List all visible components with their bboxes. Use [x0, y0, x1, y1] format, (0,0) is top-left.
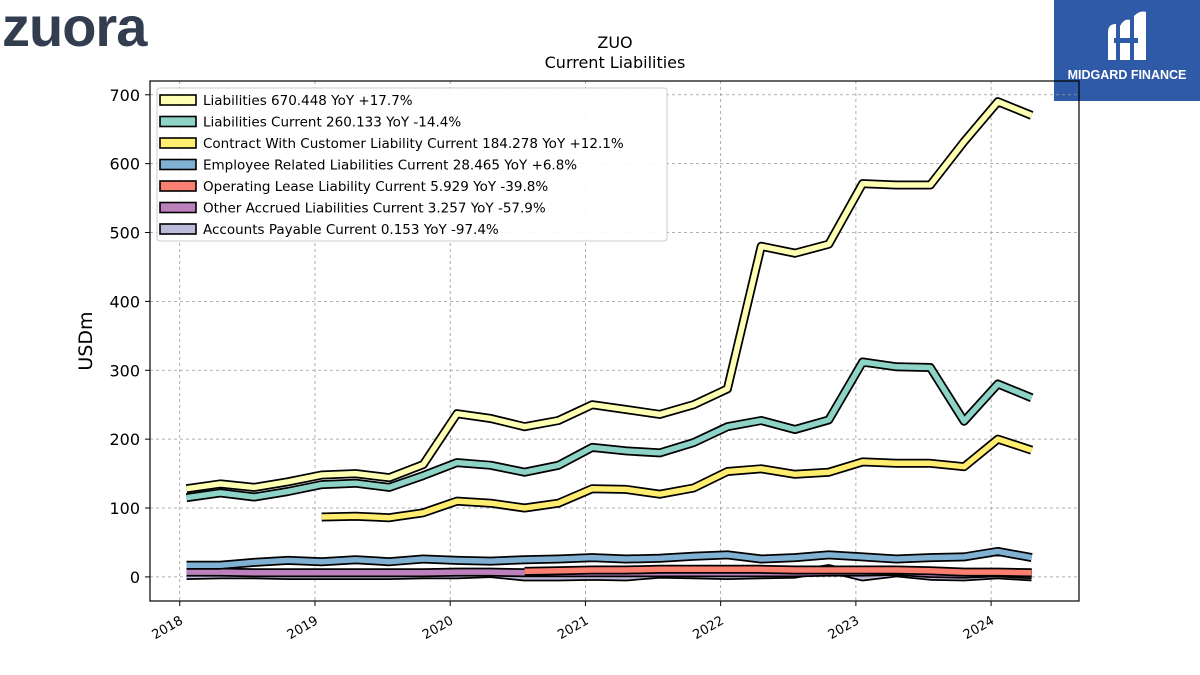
series-line	[186, 359, 1033, 501]
legend-entry: Liabilities Current 260.133 YoY -14.4%	[203, 115, 461, 131]
legend-swatch	[159, 94, 197, 106]
y-tick-label: 400	[109, 292, 140, 311]
y-tick-label: 0	[130, 568, 140, 587]
series-line	[186, 98, 1033, 492]
legend-swatch	[159, 158, 197, 171]
midgard-finance-text: MIDGARD FINANCE	[1067, 68, 1187, 82]
legend-entry: Operating Lease Liability Current 5.929 …	[203, 179, 548, 195]
x-tick-label: 2018	[150, 613, 186, 643]
y-tick-label: 700	[109, 86, 140, 105]
plot-frame	[149, 80, 1080, 602]
legend: Liabilities 670.448 YoY +17.7% Liabilitie…	[156, 87, 668, 242]
zuora-logo: zuora	[2, 0, 147, 58]
y-axis-label: USDm	[75, 311, 97, 370]
legend-swatch	[159, 180, 197, 192]
legend-entry: Accounts Payable Current 0.153 YoY -97.4…	[203, 222, 499, 238]
x-axis: 2018 2019 2020 2021 2022 2023 2024	[150, 601, 997, 643]
y-tick-label: 600	[109, 155, 140, 174]
x-tick-label: 2023	[826, 613, 862, 643]
chart-subtitle: Current Liabilities	[545, 53, 686, 72]
legend-swatch	[159, 223, 197, 235]
x-tick-label: 2024	[961, 613, 997, 643]
series-lines	[185, 97, 1034, 582]
series-line	[186, 548, 1033, 568]
y-axis: 0 100 200 300 400 500 600 700	[109, 86, 150, 587]
x-tick-label: 2020	[420, 613, 456, 643]
midgard-finance-logo: MIDGARD FINANCE	[1054, 0, 1200, 101]
x-tick-label: 2021	[555, 613, 591, 643]
y-tick-label: 100	[109, 499, 140, 518]
series-line	[321, 436, 1033, 521]
legend-swatch	[159, 137, 197, 149]
y-tick-label: 500	[109, 224, 140, 243]
y-tick-label: 300	[109, 361, 140, 380]
legend-entry: Employee Related Liabilities Current 28.…	[203, 158, 577, 174]
midgard-mark-icon	[1108, 11, 1146, 61]
y-tick-label: 200	[109, 430, 140, 449]
x-tick-label: 2022	[690, 613, 726, 643]
x-tick-label: 2019	[285, 613, 321, 643]
series-line	[524, 566, 1032, 576]
chart-title: ZUO	[597, 33, 632, 52]
legend-entry: Liabilities 670.448 YoY +17.7%	[203, 93, 413, 109]
legend-box	[156, 87, 668, 242]
legend-entry: Contract With Customer Liability Current…	[203, 136, 624, 152]
legend-swatch	[159, 115, 197, 128]
legend-entry: Other Accrued Liabilities Current 3.257 …	[203, 201, 546, 217]
legend-swatch	[159, 201, 197, 214]
